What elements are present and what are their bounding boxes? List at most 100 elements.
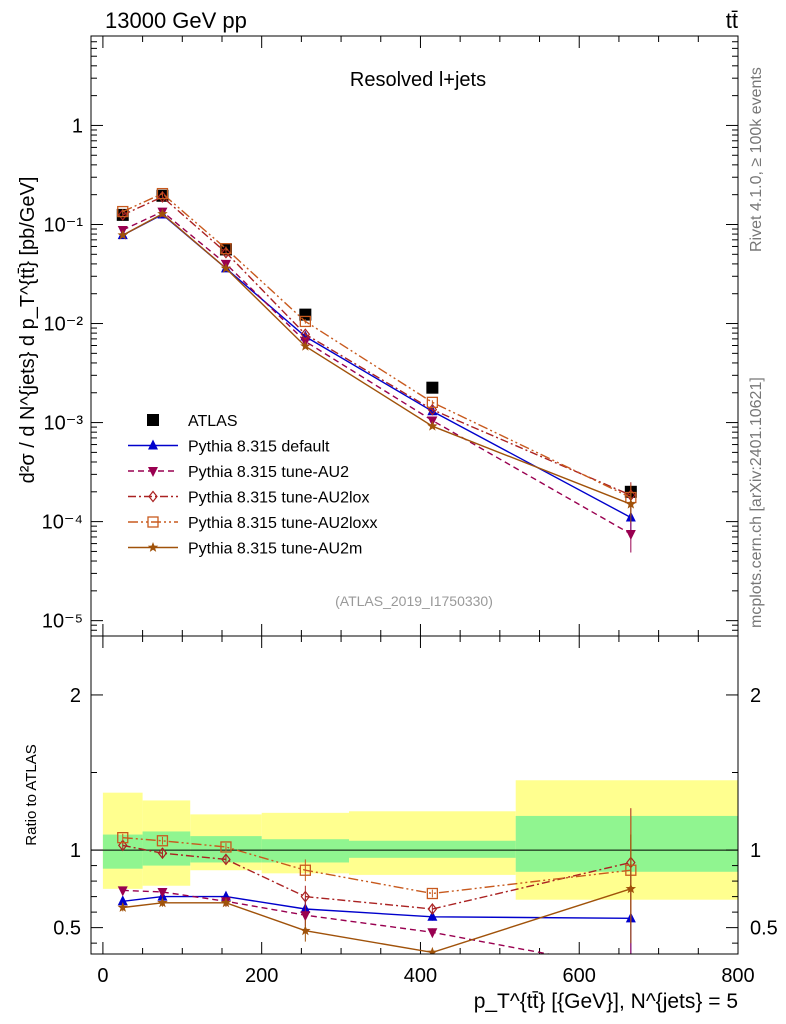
ratio-point [427, 910, 438, 921]
x-axis-label: p_T^{tt̄} [{GeV}], N^{jets} = 5 [474, 990, 738, 1013]
ratio-point [117, 832, 129, 844]
legend-item: Pythia 8.315 tune-AU2lox [128, 490, 369, 507]
legend-item: Pythia 8.315 tune-AU2m [128, 541, 362, 558]
ratio-series-line [122, 888, 632, 954]
ratio-point [427, 903, 438, 915]
series-point [117, 205, 129, 218]
ratio-series-group [117, 808, 637, 976]
main-y-tick-label: 10⁻² [44, 314, 84, 336]
main-panel: 10⁻⁵ 10⁻⁴ 10⁻³ 10⁻² 10⁻¹ 1 Resolved l+jets (A… [17, 35, 739, 637]
ratio-point [220, 841, 232, 853]
legend-marker [147, 414, 159, 426]
ratio-y-tick-label-right: 2 [750, 685, 761, 707]
series-line [122, 196, 632, 496]
x-tick-label: 800 [721, 965, 754, 987]
legend-label: ATLAS [188, 413, 238, 430]
series-point [625, 498, 637, 509]
ratio-point [117, 895, 128, 906]
x-tick-label: 0 [97, 965, 108, 987]
ratio-series-line [122, 844, 631, 910]
series-point [300, 328, 311, 341]
legend-marker [148, 490, 158, 503]
main-y-tick-label: 10⁻⁴ [42, 512, 83, 534]
ratio-series-line [122, 889, 552, 954]
ratio-point [221, 853, 231, 866]
series-1 [117, 208, 636, 537]
series-point [117, 229, 128, 240]
ratio-point [157, 897, 168, 908]
legend-label: Pythia 8.315 tune-AU2 [188, 464, 349, 481]
ratio-series-line [122, 895, 631, 919]
legend-item: Pythia 8.315 tune-AU2 [128, 464, 349, 481]
series-point [220, 243, 232, 255]
ratio-point [156, 835, 169, 847]
ratio-point [300, 911, 311, 922]
legend-marker [148, 467, 158, 477]
main-ylabel: d²σ / d N^{jets} d p_T^{tt̄} [pb/GeV] [17, 177, 39, 484]
series-point [220, 262, 232, 273]
legend-item: Pythia 8.315 tune-AU2loxx [128, 515, 377, 532]
ratio-point [117, 902, 128, 912]
ratio-axis-ticks: 0.5 0.5 1 1 2 2 0 200 400 600 800 [53, 636, 778, 987]
ratio-y-tick-label: 2 [70, 685, 81, 707]
band-inner [261, 839, 350, 863]
ratio-point [626, 966, 636, 976]
series-point [156, 187, 169, 200]
legend-label: Pythia 8.315 default [188, 439, 330, 456]
series-line [122, 213, 632, 505]
main-y-tick-label: 10⁻³ [44, 413, 84, 435]
ratio-frame [90, 635, 739, 955]
legend-item: ATLAS [147, 413, 238, 430]
series-point [221, 246, 231, 259]
ratio-point [220, 897, 232, 908]
series-point [426, 396, 439, 409]
band-inner [349, 840, 516, 858]
series-point [117, 208, 128, 221]
ratio-point [427, 946, 438, 954]
ratio-ylabel: Ratio to ATLAS [23, 744, 40, 845]
ratio-point [157, 887, 168, 898]
series-point [157, 208, 168, 219]
ratio-point [117, 839, 128, 852]
series-line [122, 210, 632, 535]
header-left-title: 13000 GeV pp [105, 8, 247, 33]
legend-label: Pythia 8.315 tune-AU2loxx [188, 515, 377, 532]
ratio-y-tick-label-right: 1 [750, 840, 761, 862]
main-y-tick-label: 10⁻⁵ [42, 611, 83, 633]
ratio-series-line [122, 837, 631, 895]
legend-item: Pythia 8.315 default [128, 439, 330, 456]
x-tick-label: 600 [563, 965, 596, 987]
x-tick-label: 200 [245, 965, 278, 987]
band-inner [142, 831, 191, 866]
atlas-data-point [299, 308, 312, 321]
main-title: Resolved l+jets [350, 69, 486, 91]
ratio-point [157, 847, 168, 860]
legend-marker [147, 542, 159, 552]
series-line [122, 192, 632, 499]
main-axis-ticks: 10⁻⁵ 10⁻⁴ 10⁻³ 10⁻² 10⁻¹ 1 [42, 35, 739, 637]
legend-label: Pythia 8.315 tune-AU2m [188, 541, 362, 558]
legend-marker [147, 516, 159, 528]
main-y-tick-label: 1 [72, 115, 83, 137]
series-point [625, 529, 636, 540]
mcplots-label: mcplots.cern.ch [arXiv:2401.10621] [748, 377, 765, 628]
atlas-data-point [426, 381, 439, 394]
ratio-point [625, 883, 637, 894]
ratio-point [426, 887, 439, 900]
series-point [300, 340, 311, 351]
ratio-point [427, 928, 438, 939]
ratio-bands [91, 780, 738, 900]
main-series-group [116, 187, 637, 553]
legend: ATLAS Pythia 8.315 default Pythia 8.315 tu… [128, 413, 377, 558]
ratio-point [300, 925, 311, 936]
ratio-point [117, 886, 128, 897]
ratio-y-tick-label: 1 [70, 840, 81, 862]
ratio-series-0 [117, 864, 636, 954]
rivet-label: Rivet 4.1.0, ≥ 100k events [748, 67, 765, 252]
ratio-series-4 [117, 834, 637, 954]
analysis-label: (ATLAS_2019_I1750330) [335, 593, 493, 609]
legend-label: Pythia 8.315 tune-AU2lox [188, 490, 369, 507]
series-5 [117, 208, 637, 523]
ratio-point [299, 864, 311, 876]
